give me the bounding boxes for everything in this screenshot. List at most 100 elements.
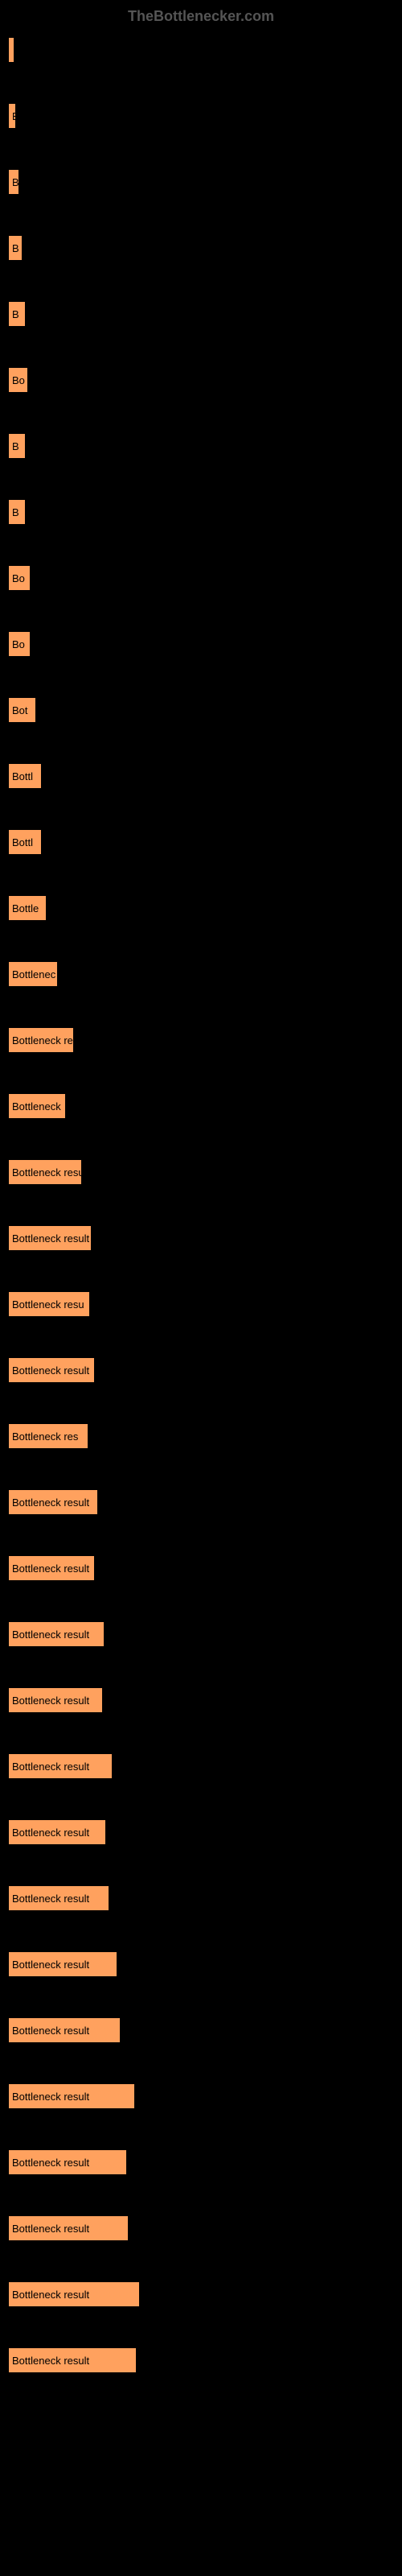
bar-row: Bot — [8, 697, 394, 723]
bar-text: Bottleneck result — [12, 2355, 89, 2367]
bar-text: Bottleneck result — [12, 1959, 89, 1971]
bar: Bo — [8, 565, 31, 591]
bar-text: Bottleneck result — [12, 1827, 89, 1839]
bar: Bottleneck result — [8, 2347, 137, 2373]
bar: Bottleneck result — [8, 2215, 129, 2241]
bar: B — [8, 301, 26, 327]
bar — [8, 37, 14, 63]
bar-text: Bottleneck result — [12, 2025, 89, 2037]
bar: Bottleneck result — [8, 1951, 117, 1977]
bar: Bo — [8, 367, 28, 393]
bar-text: Bottl — [12, 770, 33, 782]
bar: Bottleneck result — [8, 2149, 127, 2175]
bar: B — [8, 433, 26, 459]
bar-text: Bottleneck result — [12, 1761, 89, 1773]
bar: B — [8, 235, 23, 261]
bar: B — [8, 169, 19, 195]
bar-row: Bo — [8, 565, 394, 591]
bar-text: B — [12, 176, 18, 188]
bar-text: Bottleneck result — [12, 1563, 89, 1575]
bar: Bottleneck result — [8, 1489, 98, 1515]
bar-text: Bottleneck result — [12, 1629, 89, 1641]
bar-row: Bottleneck result — [8, 2017, 394, 2043]
bar-row: Bottlenec — [8, 961, 394, 987]
bar-text: Bottleneck result — [12, 1364, 89, 1377]
bar: Bot — [8, 697, 36, 723]
bar-row: Bottleneck result — [8, 1951, 394, 1977]
bar-row: Bottleneck result — [8, 2149, 394, 2175]
bar-row: Bottleneck resu — [8, 1291, 394, 1317]
bar-text: B — [12, 440, 19, 452]
bar-row: Bo — [8, 631, 394, 657]
bar-row: Bottleneck result — [8, 1225, 394, 1251]
bar-text: Bottleneck re — [12, 1034, 73, 1046]
bar-row: Bottl — [8, 829, 394, 855]
bar: Bottlenec — [8, 961, 58, 987]
bar-row — [8, 37, 394, 63]
bar-text: Bottle — [12, 902, 39, 914]
watermark-text: TheBottlenecker.com — [8, 8, 394, 25]
bar-text: Bottleneck resu — [12, 1166, 81, 1179]
bar: Bottleneck resu — [8, 1291, 90, 1317]
bar-text: Bo — [12, 572, 25, 584]
bar-text: Bottleneck result — [12, 2091, 89, 2103]
bar-text: Bottleneck res — [12, 1430, 78, 1443]
bar-row: B — [8, 301, 394, 327]
bar: Bottleneck result — [8, 1687, 103, 1713]
bar-text: Bottleneck result — [12, 2157, 89, 2169]
bar-row: B — [8, 169, 394, 195]
bar: B — [8, 103, 16, 129]
bar-row: Bottleneck result — [8, 2083, 394, 2109]
bar-row: Bottleneck result — [8, 2281, 394, 2307]
bar-row: Bo — [8, 367, 394, 393]
bar-text: Bottleneck result — [12, 1496, 89, 1509]
bar-row: Bottleneck result — [8, 1555, 394, 1581]
bar-text: Bottl — [12, 836, 33, 848]
bar-text: Bottleneck result — [12, 1695, 89, 1707]
bar: B — [8, 499, 26, 525]
bar: Bottleneck result — [8, 2281, 140, 2307]
bar-row: Bottleneck result — [8, 1687, 394, 1713]
bar-row: Bottleneck result — [8, 2215, 394, 2241]
bar: Bottleneck result — [8, 2083, 135, 2109]
bar-text: B — [12, 242, 19, 254]
bar: Bottleneck re — [8, 1027, 74, 1053]
bar: Bo — [8, 631, 31, 657]
bar: Bottleneck result — [8, 1819, 106, 1845]
bar-row: Bottleneck res — [8, 1423, 394, 1449]
bar-text: Bottleneck result — [12, 2223, 89, 2235]
bar-text: Bottleneck resu — [12, 1298, 84, 1311]
bar: Bottleneck res — [8, 1423, 88, 1449]
bar-text: Bot — [12, 704, 28, 716]
bar-row: Bottleneck result — [8, 1621, 394, 1647]
bar-text: Bo — [12, 638, 25, 650]
bar-row: Bottl — [8, 763, 394, 789]
bar-row: B — [8, 433, 394, 459]
bar: Bottleneck result — [8, 1885, 109, 1911]
bar-row: Bottleneck resu — [8, 1159, 394, 1185]
bar-row: Bottle — [8, 895, 394, 921]
bar-text: Bottleneck — [12, 1100, 61, 1113]
bar-text: Bottleneck result — [12, 1893, 89, 1905]
bar-row: Bottleneck — [8, 1093, 394, 1119]
bar-chart: B B B B Bo B B Bo Bo Bot Bottl Bottl Bottle Bottlenec… — [8, 37, 394, 2373]
bar-row: Bottleneck result — [8, 2347, 394, 2373]
bar: Bottl — [8, 763, 42, 789]
bar-row: Bottleneck result — [8, 1753, 394, 1779]
bar-row: B — [8, 103, 394, 129]
bar-row: B — [8, 235, 394, 261]
bar-row: Bottleneck result — [8, 1885, 394, 1911]
bar: Bottleneck result — [8, 1357, 95, 1383]
bar-text: Bo — [12, 374, 25, 386]
bar-text: Bottleneck result — [12, 2289, 89, 2301]
bar: Bottleneck result — [8, 1555, 95, 1581]
bar-text: Bottlenec — [12, 968, 55, 980]
bar-text: B — [12, 506, 19, 518]
bar-row: Bottleneck result — [8, 1357, 394, 1383]
bar-row: Bottleneck result — [8, 1489, 394, 1515]
bar: Bottleneck result — [8, 1621, 105, 1647]
bar-text: B — [12, 308, 19, 320]
bar: Bottleneck result — [8, 1225, 92, 1251]
bar: Bottleneck resu — [8, 1159, 82, 1185]
bar-row: Bottleneck result — [8, 1819, 394, 1845]
